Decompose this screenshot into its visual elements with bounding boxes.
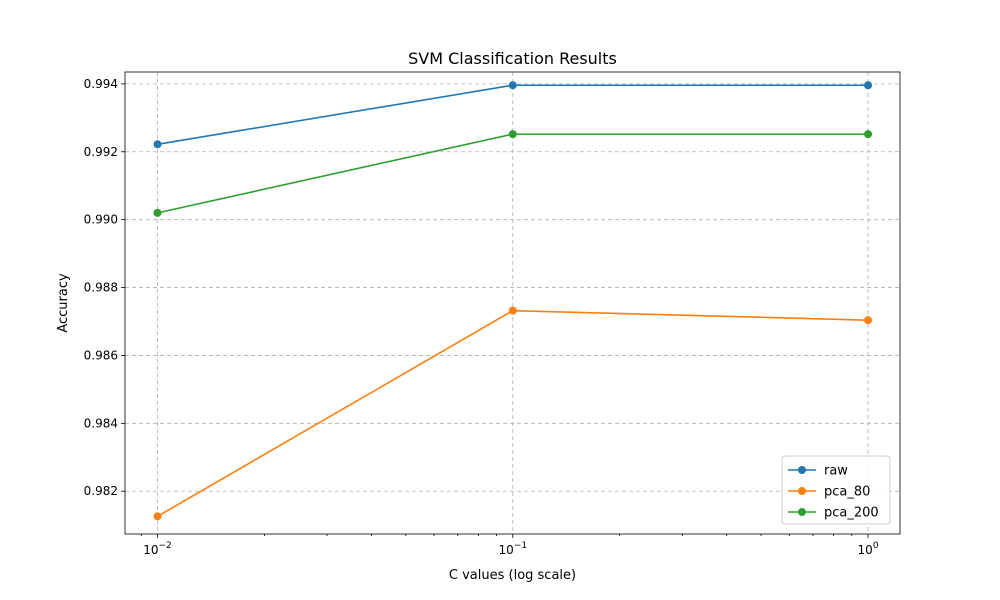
series-group xyxy=(153,81,873,521)
x-axis-label: C values (log scale) xyxy=(449,568,576,583)
data-point xyxy=(153,208,162,217)
x-tick-label-exponent: 0 xyxy=(873,541,879,551)
data-point xyxy=(864,81,873,90)
y-tick-label: 0.994 xyxy=(84,77,118,91)
grid xyxy=(125,72,900,534)
x-tick-label: 100 xyxy=(858,541,879,557)
x-tick-label: 10−2 xyxy=(143,541,172,557)
legend: raw pca_80 pca_200 xyxy=(781,455,891,525)
x-tick-label-base: 10 xyxy=(143,543,158,557)
legend-marker xyxy=(798,508,806,516)
plot-frame xyxy=(124,71,901,535)
chart-title: SVM Classification Results xyxy=(408,49,617,68)
data-point xyxy=(864,316,873,325)
axis-ticks: 10−2 10−1 1000.9820.9840.9860.9880.9900.99… xyxy=(84,77,879,557)
y-tick-label: 0.982 xyxy=(84,484,118,498)
legend-label: pca_80 xyxy=(824,485,870,500)
x-tick-label-base: 10 xyxy=(499,543,514,557)
legend-marker xyxy=(798,466,806,474)
legend-marker xyxy=(798,487,806,495)
y-axis-label: Accuracy xyxy=(56,273,71,333)
legend-item-raw: raw xyxy=(788,464,848,479)
legend-frame xyxy=(781,455,891,525)
x-tick-label-exponent: −1 xyxy=(514,541,527,551)
x-tick-label: 10−1 xyxy=(499,541,528,557)
series-pca_200 xyxy=(153,130,873,217)
y-tick-label: 0.984 xyxy=(84,416,118,430)
x-tick-label-base: 10 xyxy=(858,543,873,557)
y-tick-label: 0.988 xyxy=(84,281,118,295)
legend-item-pca_80: pca_80 xyxy=(788,485,870,500)
legend-label: pca_200 xyxy=(824,506,879,521)
data-point xyxy=(153,512,162,521)
legend-item-pca_200: pca_200 xyxy=(788,506,879,521)
legend-label: raw xyxy=(824,464,848,479)
x-tick-label-exponent: −2 xyxy=(159,541,172,551)
data-point xyxy=(864,130,873,139)
y-tick-label: 0.986 xyxy=(84,348,118,362)
data-point xyxy=(508,306,517,315)
series-raw xyxy=(153,81,873,149)
data-point xyxy=(508,81,517,90)
data-point xyxy=(508,130,517,139)
data-point xyxy=(153,140,162,149)
y-tick-label: 0.992 xyxy=(84,145,118,159)
series-pca_80 xyxy=(153,306,873,521)
y-tick-label: 0.990 xyxy=(84,213,118,227)
